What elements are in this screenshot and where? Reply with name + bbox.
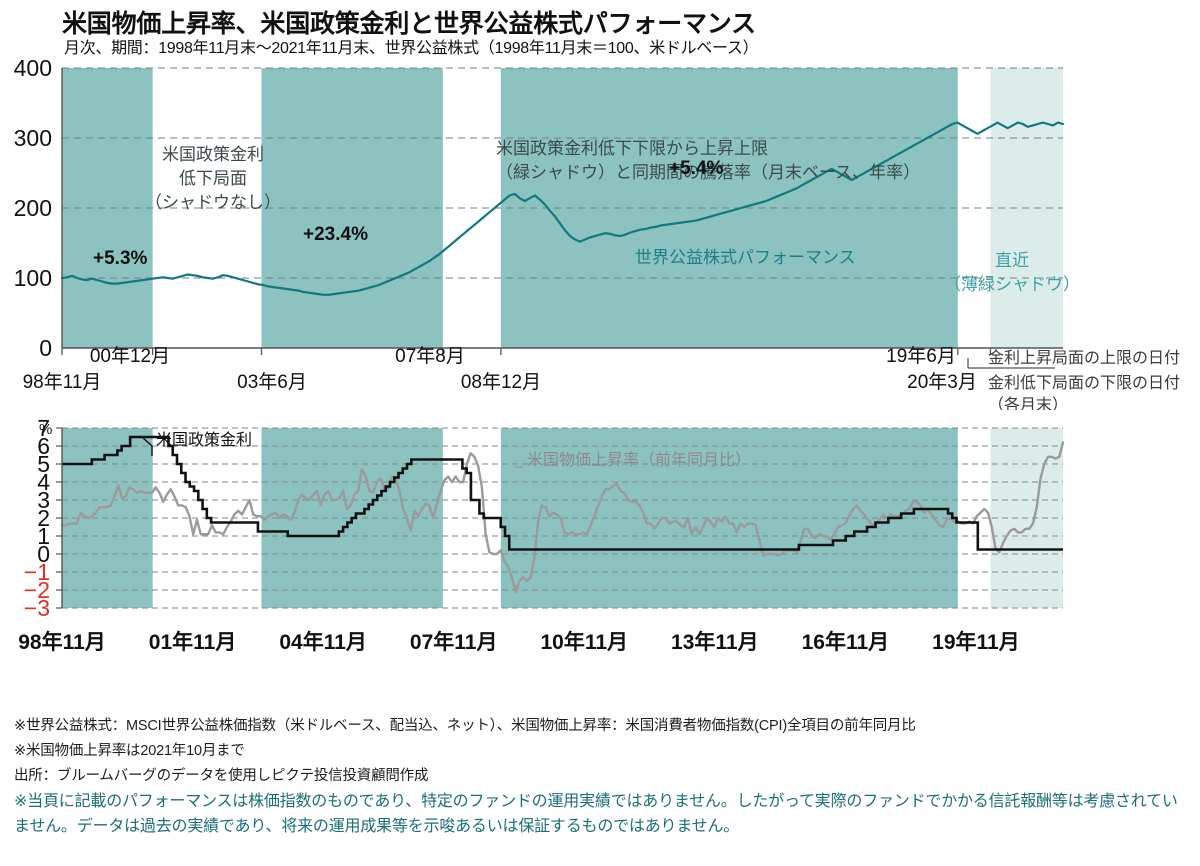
bottom-x-tick-label: 98年11月 — [18, 630, 106, 654]
bottom-y-tick-label: −2 — [24, 577, 50, 603]
utilities-performance-line — [60, 121, 1065, 296]
bottom-y-tick-label: 5 — [37, 451, 50, 477]
bottom-chart-xaxis: 98年11月 01年11月 04年11月 07年11月 10年11月 13年11月 16年1… — [0, 625, 1200, 659]
recent-note-line2: （薄緑シャドウ） — [944, 275, 1080, 294]
pct-annotation-3: +5.4% — [669, 158, 724, 179]
pct-annotation-2: +23.4% — [303, 224, 368, 245]
bottom-chart-unit-label: % — [39, 421, 52, 438]
no-shadow-note-line3: （シャドウなし） — [145, 193, 281, 212]
bottom-x-tick-label: 13年11月 — [671, 630, 759, 654]
footnote-0: ※世界公益株式：MSCI世界公益株価指数（米ドルベース、配当込、ネット）、米国物… — [14, 718, 916, 734]
bottom-y-tick-label: 6 — [37, 433, 50, 459]
policy-rate-line — [62, 435, 1063, 551]
bottom-x-tick-label: 19年11月 — [932, 630, 1020, 654]
top-xlabel-upper-0: 00年12月 — [90, 345, 170, 367]
bottom-y-tick-label: 0 — [37, 541, 50, 567]
top-y-tick-label: 300 — [14, 125, 52, 151]
footnote-2: 出所：ブルームバーグのデータを使用しピクテ投信投資顧問作成 — [14, 768, 429, 784]
shadow-note-line1: 米国政策金利低下下限から上昇上限 — [496, 139, 768, 158]
bottom-y-tick-label: 4 — [37, 469, 50, 495]
bottom-chart-gridlines — [62, 427, 1063, 609]
bottom-y-tick-label: 1 — [37, 523, 50, 549]
policy-rate-legend-label: 米国政策金利 — [156, 431, 252, 449]
side-note-0: 金利上昇局面の上限の日付 — [988, 349, 1180, 367]
bottom-x-tick-label: 04年11月 — [279, 630, 367, 654]
bottom-y-tick-label: 3 — [37, 487, 50, 513]
bottom-x-tick-label: 01年11月 — [149, 630, 237, 654]
page-title: 米国物価上昇率、米国政策金利と世界公益株式パフォーマンス — [62, 10, 756, 38]
cpi-legend-label: 米国物価上昇率（前年同月比） — [527, 451, 751, 469]
page-subtitle: 月次、期間：1998年11月末〜2021年11月末、世界公益株式（1998年11… — [64, 40, 759, 57]
top-y-tick-label: 100 — [14, 265, 52, 291]
pct-annotation-1: +5.3% — [93, 248, 148, 269]
footnote-1: ※米国物価上昇率は2021年10月まで — [14, 743, 245, 759]
utilities-series-label: 世界公益株式パフォーマンス — [635, 248, 856, 267]
bottom-y-tick-label: 2 — [37, 505, 50, 531]
top-xlabel-lower-3: 20年3月 — [907, 371, 977, 393]
recent-note-line1: 直近 — [995, 251, 1029, 270]
policy-rate-legend-leader — [142, 437, 153, 456]
top-xlabel-upper-1: 07年8月 — [395, 345, 465, 367]
no-shadow-note-line1: 米国政策金利 — [162, 145, 264, 164]
top-chart-gridlines — [62, 67, 1063, 279]
no-shadow-note-line2: 低下局面 — [179, 169, 247, 188]
bottom-y-tick-label: −3 — [24, 595, 50, 621]
bottom-x-tick-label: 07年11月 — [410, 630, 498, 654]
disclaimer-text: ※当頁に記載のパフォーマンスは株価指数のものであり、特定のファンドの運用実績では… — [14, 793, 1178, 835]
top-chart-svg: 400 300 200 100 0 米国政策金利低下下限から上昇上限 （緑シャドウ）と同… — [14, 58, 1080, 361]
top-xlabel-lower-0: 98年11月 — [23, 371, 102, 393]
top-chart-xaxis: 00年12月 07年8月 19年6月 98年11月 03年6月 08年12月 2… — [0, 340, 1200, 410]
bottom-chart-xaxis-svg: 98年11月 01年11月 04年11月 07年11月 10年11月 13年11月 16年1… — [18, 630, 1020, 654]
top-y-tick-label: 0 — [39, 335, 52, 361]
side-note-1: 金利低下局面の下限の日付 — [988, 374, 1180, 392]
top-y-tick-label: 400 — [14, 58, 52, 81]
bottom-x-tick-label: 16年11月 — [802, 630, 890, 654]
top-chart-y-tick-labels: 400 300 200 100 0 — [14, 58, 52, 361]
top-xlabel-upper-2: 19年6月 — [886, 345, 956, 367]
bottom-x-tick-label: 10年11月 — [540, 630, 628, 654]
top-chart-xaxis-svg: 00年12月 07年8月 19年6月 98年11月 03年6月 08年12月 2… — [23, 345, 1180, 410]
side-note-2: （各月末） — [988, 396, 1068, 410]
top-chart-axes — [61, 68, 1063, 355]
top-xlabel-lower-2: 08年12月 — [461, 371, 541, 393]
bottom-chart-x-tick-labels: 98年11月 01年11月 04年11月 07年11月 10年11月 13年11月 16年1… — [18, 630, 1020, 654]
top-chart: 400 300 200 100 0 米国政策金利低下下限から上昇上限 （緑シャドウ）と同… — [0, 58, 1200, 403]
cpi-line — [60, 441, 1065, 593]
bottom-chart-axes — [56, 427, 63, 609]
bottom-y-tick-label: 7 — [37, 420, 50, 441]
top-y-tick-label: 200 — [14, 195, 52, 221]
bottom-y-tick-label: −1 — [24, 559, 50, 585]
bottom-chart: 7 6 5 4 3 2 1 0 −1 −2 −3 % 米国政策金利 米国物価上昇率（前年同月比） — [0, 420, 1200, 630]
shadow-note-line2: （緑シャドウ）と同期間の騰落率（月末ベース、年率） — [496, 163, 920, 182]
top-xlabel-lower-1: 03年6月 — [237, 371, 307, 393]
